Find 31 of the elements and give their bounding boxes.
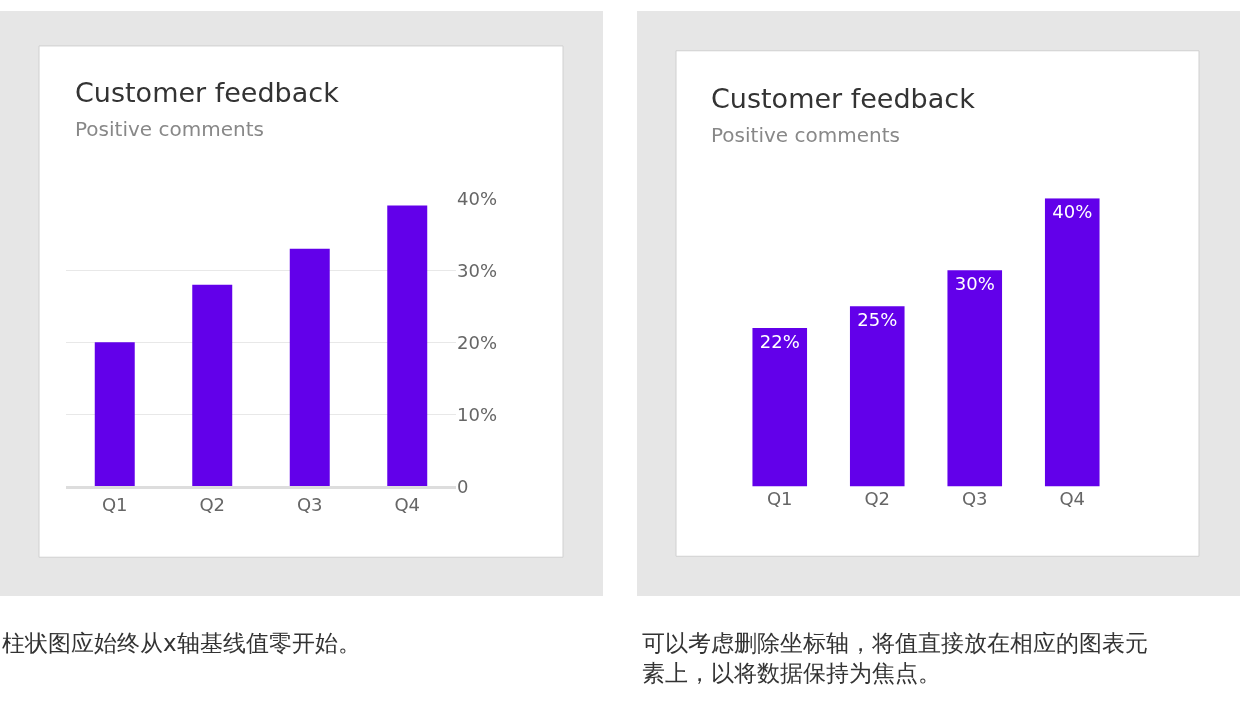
- x-tick-label: Q3: [296, 494, 323, 515]
- data-label: 30%: [954, 273, 995, 295]
- x-tick-label: Q2: [864, 488, 891, 510]
- x-tick-label: Q4: [1059, 488, 1086, 510]
- chart-title: Customer feedback: [75, 77, 340, 108]
- data-label: 22%: [759, 330, 800, 352]
- chart-title: Customer feedback: [711, 83, 976, 114]
- x-tick-label: Q1: [101, 494, 128, 515]
- bar: [1044, 198, 1100, 487]
- chart-subtitle: Positive comments: [75, 117, 264, 141]
- y-tick-label: 0: [457, 475, 469, 497]
- x-tick-label: Q3: [961, 488, 988, 510]
- y-tick-label: 30%: [457, 259, 498, 281]
- text: 可以考虑删除坐标轴，将值直接放在相应的图表元素上，以将数据保持为焦点。: [642, 630, 1148, 686]
- bar: [849, 306, 905, 487]
- text: 柱状图应始终从x轴基线值零开始。: [2, 630, 361, 656]
- y-tick-label: 20%: [457, 331, 498, 353]
- bar: [192, 284, 233, 487]
- data-label: 25%: [857, 309, 898, 331]
- chart-subtitle: Positive comments: [711, 123, 900, 147]
- x-tick-label: Q1: [766, 488, 793, 510]
- bar: [94, 342, 135, 487]
- bar: [947, 270, 1003, 487]
- y-tick-label: 10%: [457, 403, 498, 425]
- data-label: 40%: [1052, 201, 1093, 223]
- y-tick-label: 40%: [457, 187, 498, 209]
- bar: [289, 248, 330, 487]
- x-tick-label: Q4: [394, 494, 421, 515]
- x-tick-label: Q2: [199, 494, 226, 515]
- bar: [387, 205, 428, 487]
- bar: [752, 327, 808, 487]
